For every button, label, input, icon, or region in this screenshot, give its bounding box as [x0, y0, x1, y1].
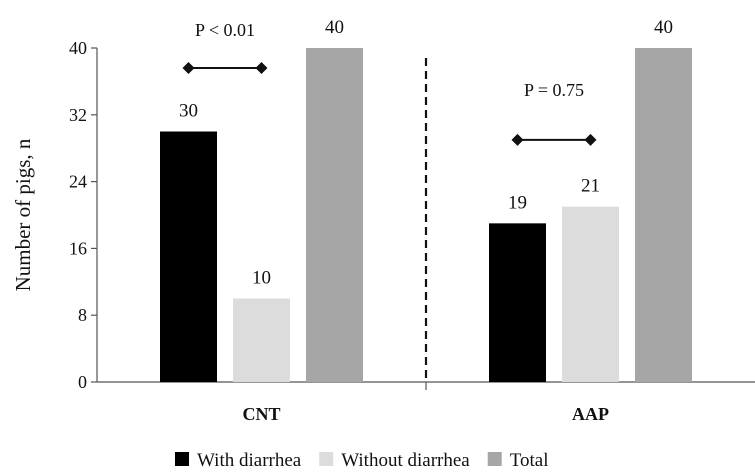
legend-label: With diarrhea [197, 450, 302, 471]
legend-swatch [487, 452, 502, 466]
diamond-marker [255, 62, 268, 75]
legend-label: Total [510, 450, 549, 471]
bar-with-diarrhea-aap [489, 223, 546, 382]
legend: With diarrhea Without diarrhea Total [175, 450, 549, 471]
data-label: 21 [581, 176, 600, 197]
legend-swatch [175, 452, 189, 466]
legend-item: With diarrhea [175, 450, 302, 471]
bar-with-diarrhea-cnt [160, 131, 217, 382]
diamond-marker [182, 62, 195, 75]
x-category-label: CNT [242, 404, 280, 424]
data-label: 10 [252, 268, 271, 289]
legend-item: Without diarrhea [319, 450, 470, 471]
data-labels: 30 10 40 19 21 40 [179, 17, 673, 289]
bar-without-diarrhea-cnt [233, 298, 290, 382]
bar-without-diarrhea-aap [562, 206, 619, 382]
y-axis: 0 8 16 24 32 40 [69, 38, 98, 392]
p-value-annotation: P < 0.01 [195, 20, 255, 40]
legend-item: Total [487, 450, 549, 471]
annotations: P < 0.01 P = 0.75 [182, 20, 597, 146]
y-tick-label: 32 [69, 105, 87, 125]
y-axis-title: Number of pigs, n [11, 138, 35, 291]
data-label: 40 [325, 17, 344, 38]
y-tick-label: 40 [69, 38, 87, 58]
legend-swatch [319, 452, 334, 466]
diamond-marker [511, 133, 524, 146]
y-tick-label: 8 [78, 305, 87, 325]
legend-label: Without diarrhea [341, 450, 470, 471]
bars [160, 48, 692, 382]
y-tick-label: 16 [69, 238, 87, 258]
diamond-marker [584, 133, 597, 146]
data-label: 30 [179, 101, 198, 122]
data-label: 40 [654, 17, 673, 38]
bar-total-cnt [306, 48, 363, 382]
x-category-label: AAP [572, 404, 609, 424]
p-value-annotation: P = 0.75 [524, 80, 584, 100]
data-label: 19 [508, 192, 527, 213]
y-tick-label: 0 [78, 372, 87, 392]
y-tick-label: 24 [69, 172, 87, 192]
bar-total-aap [635, 48, 692, 382]
